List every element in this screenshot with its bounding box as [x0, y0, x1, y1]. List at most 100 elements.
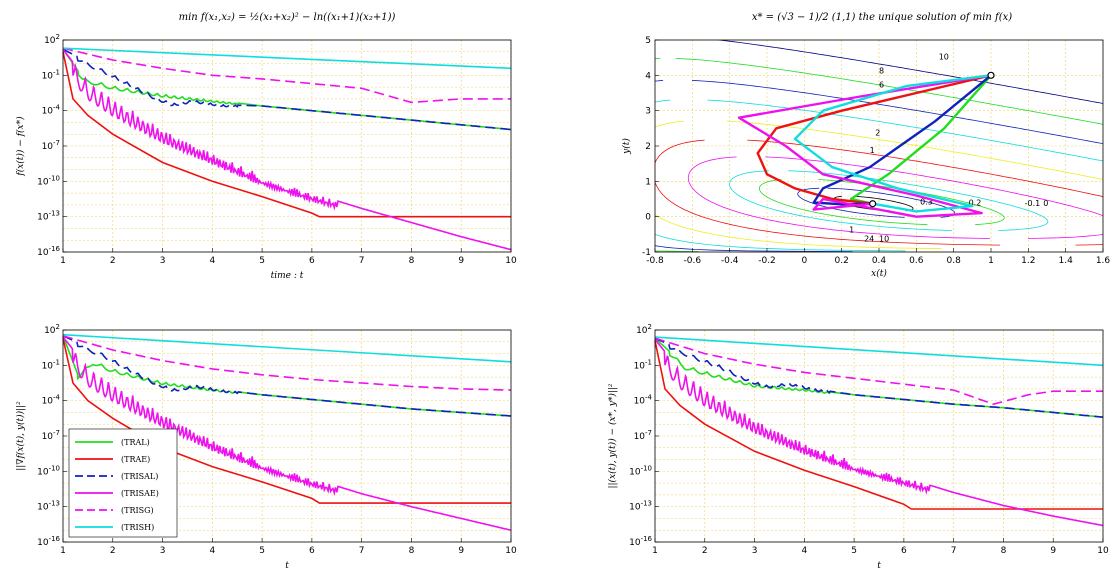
legend-label: (TRISG) [121, 506, 154, 515]
y-tick-label: 10-10 [629, 464, 652, 477]
x-tick-label: 8 [409, 546, 415, 556]
y-axis-label: y(t) [621, 138, 632, 155]
y-tick-label: 10-10 [37, 464, 60, 477]
x-tick-label: 1.2 [1021, 256, 1035, 266]
contour-line [797, 187, 905, 218]
y-tick-label: 10-13 [37, 500, 60, 513]
series-line [62, 338, 511, 504]
contour-label: 6 [879, 81, 884, 90]
x-tick-label: -0.2 [758, 256, 776, 266]
chart-trajectories: x* = (√3 − 1)/2 (1,1) the unique solutio… [621, 12, 1111, 279]
chart-gradient-norm: 1 2 3 4 5 6 7 8 9 10 102 10-1 10-4 10-7 10-10 10-13 10-1… [15, 323, 517, 571]
chart-title: x* = (√3 − 1)/2 (1,1) the unique solutio… [752, 12, 1012, 23]
contour-label: 0.3 [920, 197, 933, 206]
y-tick-label: -1 [642, 248, 651, 258]
x-tick-label: 7 [359, 546, 365, 556]
y-tick-label: 2 [645, 142, 651, 152]
contour-line [655, 139, 1000, 246]
series-line [62, 47, 511, 104]
x-axis-label: time : t [271, 271, 304, 281]
x-tick-label: 1 [60, 256, 66, 266]
x-tick-label: 7 [359, 256, 365, 266]
x-tick-label: -0.6 [684, 256, 702, 266]
x-tick-label: 0 [801, 256, 807, 266]
y-tick-label: 10-13 [37, 210, 60, 223]
x-tick-label: 10 [505, 546, 517, 556]
contour-line [788, 170, 1049, 231]
legend-box [68, 428, 178, 538]
x-tick-label: 3 [752, 546, 758, 556]
y-tick-label: 102 [636, 323, 652, 336]
series-line [62, 51, 511, 218]
x-tick-label: -0.8 [646, 256, 664, 266]
y-tick-label: 10-1 [634, 358, 652, 371]
y-tick-label: 4 [645, 71, 651, 81]
contour-label: 1 [849, 226, 854, 235]
legend-label: (TRAE) [121, 455, 150, 464]
contour-line [726, 120, 1103, 180]
x-tick-label: 9 [458, 256, 464, 266]
chart-title: min f(x₁,x₂) = ½(x₁+x₂)² − ln((x₁+1)(x₂+… [179, 12, 396, 23]
series-line [62, 47, 512, 70]
chart-objective-gap: min f(x₁,x₂) = ½(x₁+x₂)² − ln((x₁+1)(x₂+… [15, 12, 517, 281]
contour-line [691, 79, 1103, 145]
series-line [654, 338, 1104, 527]
contour-line [747, 139, 1103, 246]
contour-line [687, 156, 991, 239]
y-tick-label: 102 [44, 33, 60, 46]
contour-line [818, 179, 1005, 226]
y-tick-label: 10-4 [42, 104, 61, 117]
contour-line [827, 187, 956, 218]
x-tick-label: 7 [951, 546, 957, 556]
y-tick-label: 10-4 [634, 394, 653, 407]
x-axis-label: t [285, 561, 289, 571]
y-tick-label: 10-1 [42, 358, 60, 371]
x-tick-label: 2 [110, 546, 116, 556]
start-point-marker [987, 71, 995, 79]
y-tick-label: 0 [645, 213, 651, 223]
chart-distance-to-solution: 1 2 3 4 5 6 7 8 9 10 102 10-1 10-4 10-7 10-10 10-13 10-1… [607, 323, 1109, 571]
series-line [654, 336, 1104, 367]
x-tick-label: 9 [458, 546, 464, 556]
y-tick-label: 10-16 [37, 535, 60, 548]
x-tick-label: 10 [1097, 546, 1109, 556]
x-tick-label: -0.4 [721, 256, 739, 266]
contour-label: 2 [875, 128, 880, 137]
x-tick-label: 0.8 [947, 256, 962, 266]
x-tick-label: 2 [702, 546, 708, 556]
contour-label: 24 [864, 234, 874, 243]
y-tick-label: 1 [645, 177, 651, 187]
x-tick-label: 2 [110, 256, 116, 266]
trajectory-line [756, 74, 992, 205]
contour-line [853, 195, 914, 212]
x-tick-label: 8 [409, 256, 415, 266]
x-tick-label: 0.2 [835, 256, 849, 266]
x-tick-label: 5 [259, 546, 265, 556]
series-line [62, 335, 512, 417]
y-tick-label: 5 [645, 36, 651, 46]
y-tick-label: 10-7 [634, 429, 652, 442]
trajectory-line [793, 74, 992, 213]
trajectory-line [849, 74, 992, 205]
contour-line [759, 179, 928, 226]
x-tick-label: 4 [801, 546, 807, 556]
x-axis-label: x(t) [871, 268, 887, 279]
x-tick-label: 1 [60, 546, 66, 556]
x-tick-label: 1.4 [1059, 256, 1074, 266]
y-axis-label: ||∇f(x(t), y(t))||² [15, 401, 26, 471]
series-line [62, 335, 512, 391]
y-tick-label: 10-7 [42, 139, 60, 152]
series-line [654, 337, 1103, 406]
x-tick-label: 4 [209, 256, 215, 266]
x-tick-label: 1.6 [1096, 256, 1111, 266]
legend-label: (TRISAL) [121, 472, 158, 481]
contour-label: 8 [879, 67, 884, 76]
contour-lines [655, 40, 1103, 252]
x-tick-label: 0.4 [872, 256, 887, 266]
y-tick-label: 10-16 [37, 245, 60, 258]
x-tick-label: 6 [901, 546, 907, 556]
trajectory-line [737, 74, 992, 218]
contour-label: 10 [939, 52, 949, 61]
contour-line [707, 99, 1103, 162]
